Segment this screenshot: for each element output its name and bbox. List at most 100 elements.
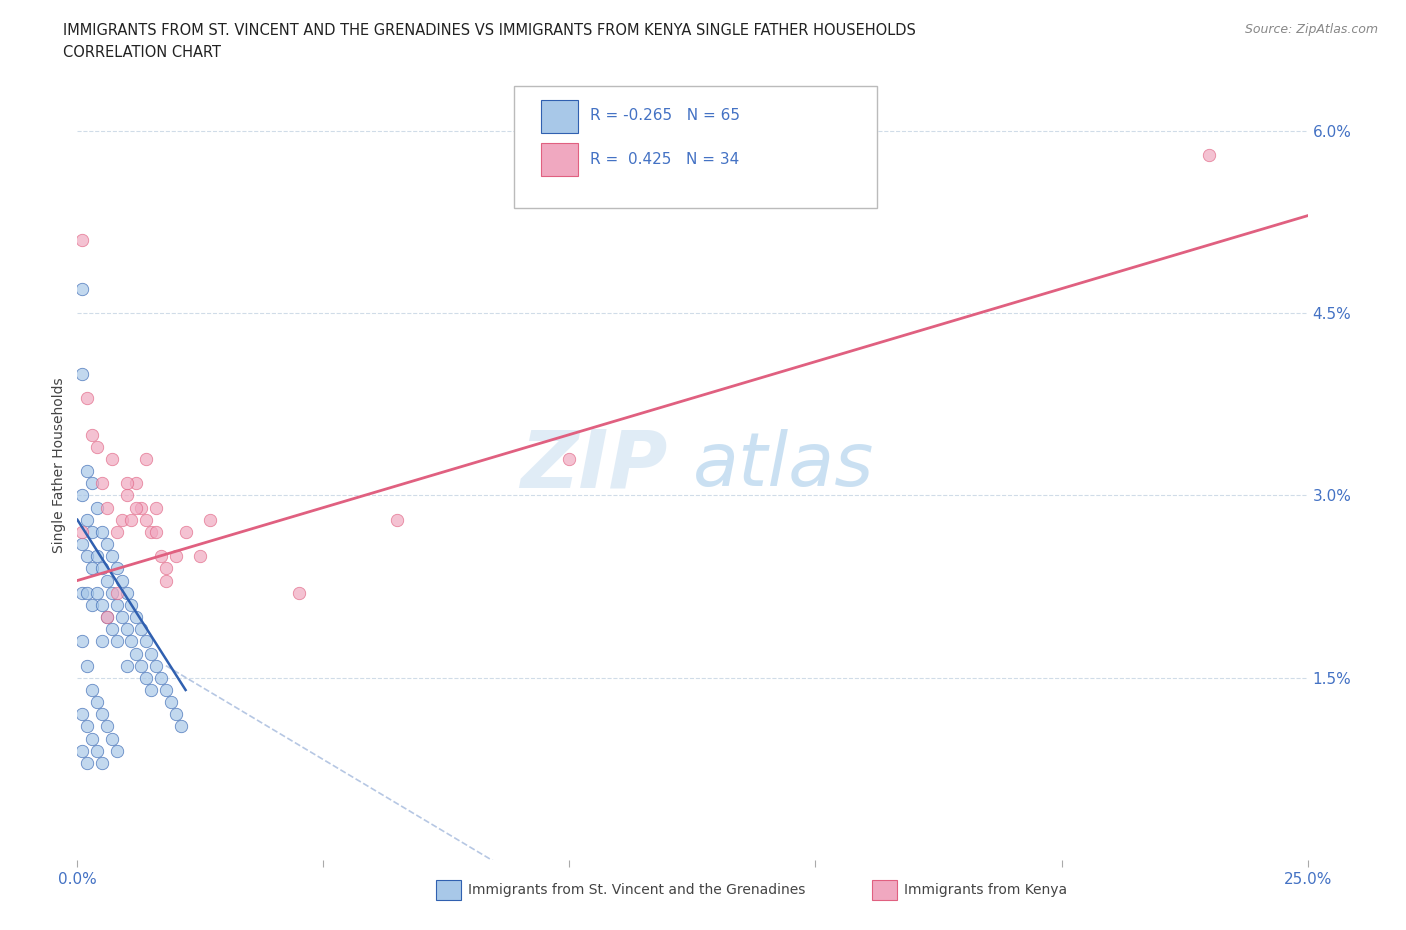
Point bbox=[70, 366, 93, 381]
Point bbox=[115, 476, 138, 491]
Point bbox=[76, 549, 98, 564]
Point bbox=[121, 634, 143, 649]
Point bbox=[70, 537, 93, 551]
Point bbox=[86, 695, 108, 710]
Point bbox=[105, 743, 128, 758]
Point bbox=[90, 561, 114, 576]
Point bbox=[70, 585, 93, 600]
Point bbox=[129, 658, 153, 673]
Point bbox=[135, 512, 157, 527]
Point bbox=[141, 646, 163, 661]
Point bbox=[111, 573, 132, 588]
Point bbox=[174, 525, 197, 539]
Point bbox=[70, 525, 93, 539]
Point bbox=[105, 561, 128, 576]
Point bbox=[90, 476, 114, 491]
Point bbox=[115, 622, 138, 637]
Point bbox=[125, 476, 148, 491]
Point bbox=[135, 671, 157, 685]
Point bbox=[96, 609, 118, 624]
Point bbox=[76, 391, 98, 405]
Point bbox=[145, 525, 167, 539]
Point bbox=[70, 634, 93, 649]
Point bbox=[86, 500, 108, 515]
Point bbox=[111, 609, 132, 624]
Point bbox=[86, 439, 108, 454]
Point bbox=[165, 707, 187, 722]
Point bbox=[90, 755, 114, 770]
Point bbox=[96, 609, 118, 624]
Point bbox=[105, 525, 128, 539]
Point bbox=[76, 585, 98, 600]
Point bbox=[200, 512, 222, 527]
Point bbox=[101, 731, 124, 746]
Point bbox=[129, 500, 153, 515]
Point bbox=[101, 549, 124, 564]
Point bbox=[82, 476, 104, 491]
Text: Source: ZipAtlas.com: Source: ZipAtlas.com bbox=[1244, 23, 1378, 36]
Point bbox=[86, 549, 108, 564]
Point bbox=[141, 683, 163, 698]
Point bbox=[125, 609, 148, 624]
Point bbox=[129, 622, 153, 637]
Point bbox=[86, 585, 108, 600]
Text: R =  0.425   N = 34: R = 0.425 N = 34 bbox=[591, 152, 740, 166]
Point bbox=[115, 585, 138, 600]
Point bbox=[125, 500, 148, 515]
Y-axis label: Single Father Households: Single Father Households bbox=[52, 378, 66, 552]
Point bbox=[70, 281, 93, 296]
Point bbox=[155, 561, 177, 576]
Point bbox=[76, 755, 98, 770]
Point bbox=[82, 597, 104, 612]
Point bbox=[105, 634, 128, 649]
Point bbox=[115, 658, 138, 673]
Point bbox=[115, 488, 138, 503]
Point bbox=[125, 646, 148, 661]
Point bbox=[101, 622, 124, 637]
Point bbox=[82, 427, 104, 442]
Point bbox=[76, 464, 98, 479]
Point bbox=[82, 525, 104, 539]
Text: Immigrants from St. Vincent and the Grenadines: Immigrants from St. Vincent and the Gren… bbox=[468, 883, 806, 897]
Point bbox=[96, 719, 118, 734]
Point bbox=[90, 525, 114, 539]
Text: ZIP: ZIP bbox=[520, 426, 668, 504]
Point bbox=[145, 658, 167, 673]
Point bbox=[150, 671, 173, 685]
Point bbox=[165, 549, 187, 564]
Point bbox=[155, 683, 177, 698]
Point bbox=[385, 512, 409, 527]
FancyBboxPatch shape bbox=[541, 143, 578, 177]
Point bbox=[121, 512, 143, 527]
Point bbox=[101, 451, 124, 466]
Point bbox=[70, 707, 93, 722]
FancyBboxPatch shape bbox=[541, 100, 578, 133]
Point bbox=[155, 573, 177, 588]
Point bbox=[90, 634, 114, 649]
Point bbox=[145, 500, 167, 515]
Point bbox=[1198, 148, 1220, 163]
Point bbox=[135, 634, 157, 649]
Text: CORRELATION CHART: CORRELATION CHART bbox=[63, 45, 221, 60]
Point bbox=[96, 537, 118, 551]
Point bbox=[70, 743, 93, 758]
Point bbox=[70, 232, 93, 247]
Point bbox=[90, 707, 114, 722]
Point bbox=[96, 500, 118, 515]
Text: atlas: atlas bbox=[693, 429, 875, 501]
Text: IMMIGRANTS FROM ST. VINCENT AND THE GRENADINES VS IMMIGRANTS FROM KENYA SINGLE F: IMMIGRANTS FROM ST. VINCENT AND THE GREN… bbox=[63, 23, 917, 38]
FancyBboxPatch shape bbox=[515, 86, 877, 208]
Point bbox=[105, 597, 128, 612]
Point bbox=[76, 658, 98, 673]
Point bbox=[558, 451, 581, 466]
Point bbox=[76, 719, 98, 734]
Text: R = -0.265   N = 65: R = -0.265 N = 65 bbox=[591, 108, 741, 123]
Point bbox=[90, 597, 114, 612]
Point bbox=[82, 731, 104, 746]
Point bbox=[82, 561, 104, 576]
Point bbox=[70, 488, 93, 503]
Point bbox=[82, 683, 104, 698]
Point bbox=[101, 585, 124, 600]
Point bbox=[135, 451, 157, 466]
Text: Immigrants from Kenya: Immigrants from Kenya bbox=[904, 883, 1067, 897]
